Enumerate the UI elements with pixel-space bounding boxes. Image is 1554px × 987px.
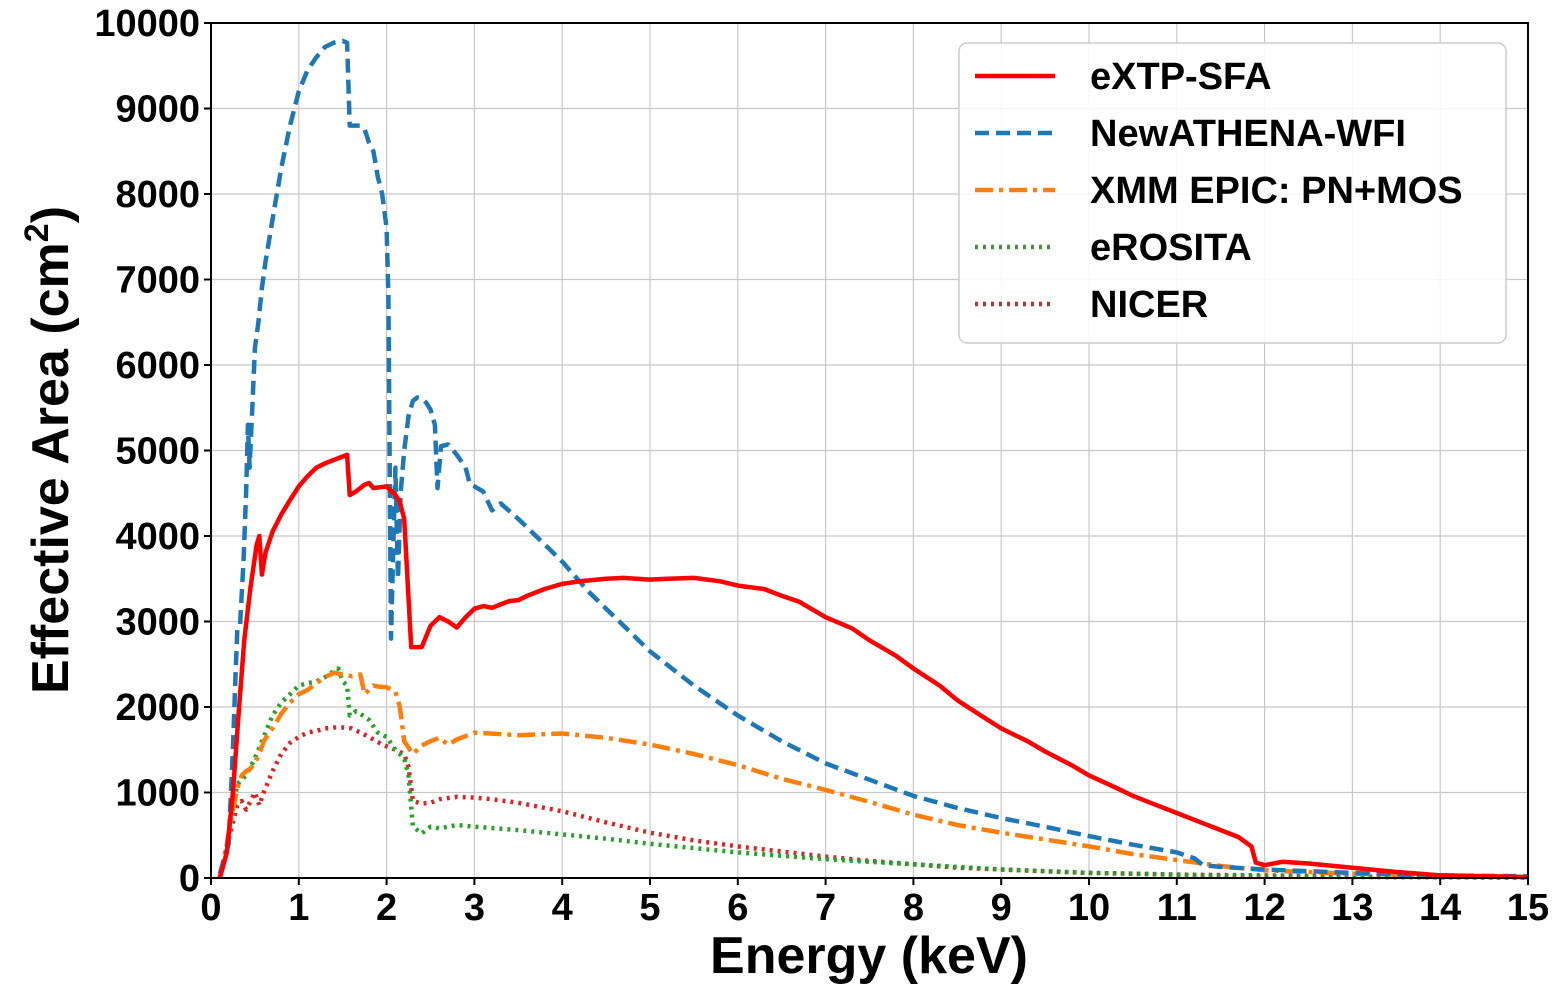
y-tick-label: 6000 xyxy=(115,345,200,387)
x-tick-label: 12 xyxy=(1243,887,1285,929)
x-tick-label: 7 xyxy=(815,887,836,929)
y-tick-label: 10000 xyxy=(94,3,200,45)
y-axis-title-main: Effective Area (cm xyxy=(22,242,80,694)
legend: eXTP-SFA NewATHENA-WFI XMM EPIC: PN+MOS eRO… xyxy=(958,42,1507,344)
x-tick-label: 15 xyxy=(1507,887,1549,929)
x-tick-label: 11 xyxy=(1157,887,1197,929)
legend-label: XMM EPIC: PN+MOS xyxy=(1090,170,1463,212)
y-tick-labels: 0 1000 2000 3000 4000 5000 6000 7000 8000 9000 100… xyxy=(94,3,200,900)
y-axis-title-superscript: 2 xyxy=(18,223,56,242)
legend-box xyxy=(958,42,1507,344)
y-tick-label: 2000 xyxy=(115,687,200,729)
x-tick-labels: 0 1 2 3 4 5 6 7 8 9 10 11 12 13 14 15 xyxy=(200,887,1549,929)
y-tick-label: 5000 xyxy=(115,431,200,473)
x-tick-label: 0 xyxy=(200,887,221,929)
y-axis-title-close: ) xyxy=(22,206,80,223)
y-tick-label: 0 xyxy=(179,858,200,900)
y-axis-title-group: Effective Area (cm2) xyxy=(18,206,80,694)
series-line-extp-sfa xyxy=(217,452,1529,880)
legend-entries: eXTP-SFA NewATHENA-WFI XMM EPIC: PN+MOS eRO… xyxy=(975,56,1463,326)
y-tick-label: 9000 xyxy=(115,89,200,131)
legend-label: NewATHENA-WFI xyxy=(1090,113,1406,155)
x-tick-label: 9 xyxy=(991,887,1012,929)
series-line-newathena-wfi xyxy=(217,38,1529,879)
y-tick-label: 7000 xyxy=(115,260,200,302)
x-tick-label: 2 xyxy=(376,887,397,929)
x-tick-label: 13 xyxy=(1331,887,1373,929)
x-tick-label: 14 xyxy=(1419,887,1461,929)
x-tick-label: 10 xyxy=(1068,887,1110,929)
x-tick-label: 5 xyxy=(639,887,660,929)
legend-label: eXTP-SFA xyxy=(1090,56,1272,98)
series-line-erosita xyxy=(217,666,1529,880)
x-tick-label: 1 xyxy=(288,887,309,929)
legend-label: eROSITA xyxy=(1090,227,1252,269)
x-tick-label: 6 xyxy=(727,887,748,929)
series-layer xyxy=(217,38,1529,880)
x-tick-label: 8 xyxy=(903,887,924,929)
y-tick-label: 4000 xyxy=(115,516,200,558)
x-tick-label: 3 xyxy=(464,887,485,929)
legend-label: NICER xyxy=(1090,284,1208,326)
series-line-nicer xyxy=(217,725,1529,880)
x-axis-title: Energy (keV) xyxy=(710,927,1028,985)
y-axis-title: Effective Area (cm2) xyxy=(18,206,80,694)
axis-ticks xyxy=(204,22,1529,885)
x-tick-label: 4 xyxy=(552,887,573,929)
series-line-xmm-epic-pn-mos xyxy=(217,670,1529,880)
y-tick-label: 3000 xyxy=(115,602,200,644)
y-tick-label: 1000 xyxy=(115,773,200,815)
y-tick-label: 8000 xyxy=(115,174,200,216)
